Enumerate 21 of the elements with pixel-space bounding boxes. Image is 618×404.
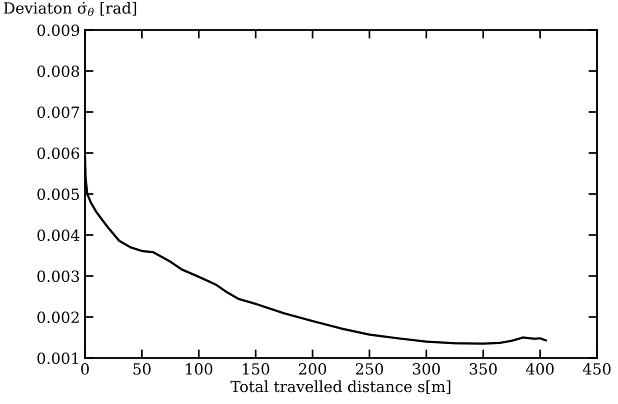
- y-tick-label: 0.007: [37, 106, 80, 118]
- x-tick-label: 250: [356, 363, 384, 375]
- x-tick-label: 450: [582, 363, 611, 375]
- x-tick-label: 150: [242, 363, 270, 375]
- x-axis-title: Total travelled distance s[m]: [230, 380, 450, 394]
- y-tick-label: 0.008: [37, 65, 80, 78]
- y-tick-label: 0.006: [37, 147, 80, 160]
- y-tick-label: 0.004: [37, 229, 80, 242]
- x-tick-label: 0: [81, 363, 89, 375]
- y-tick-label: 0.003: [37, 270, 80, 282]
- x-tick-label: 50: [133, 363, 151, 375]
- x-tick-label: 100: [186, 363, 212, 375]
- y-tick-label: 0.002: [37, 311, 79, 324]
- x-tick-label: 400: [526, 363, 554, 375]
- x-tick-label: 300: [412, 363, 440, 375]
- y-tick-label: 0.005: [37, 188, 79, 200]
- y-tick-label: 0.009: [37, 24, 80, 36]
- x-tick-label: 200: [299, 363, 326, 375]
- y-axis-title: Deviaton σ̇$_{θ}$ [rad]: [4, 2, 136, 16]
- y-tick-label: 0.001: [37, 352, 78, 364]
- x-tick-label: 350: [470, 363, 497, 375]
